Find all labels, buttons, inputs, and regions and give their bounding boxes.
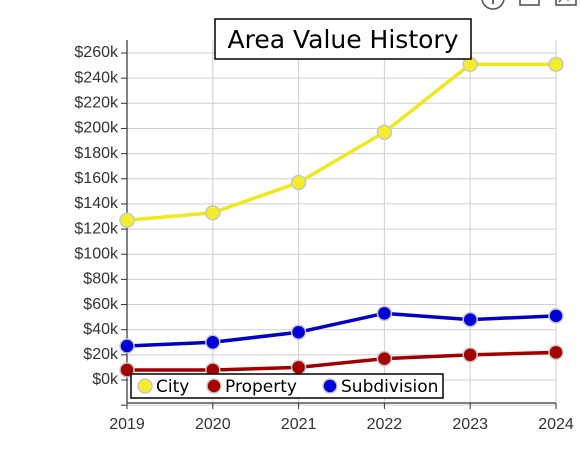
point-subdivision[interactable] bbox=[376, 305, 393, 322]
series-property bbox=[119, 344, 564, 378]
info-icon[interactable] bbox=[481, 0, 505, 10]
window-icon[interactable] bbox=[519, 0, 540, 6]
line-subdivision bbox=[126, 311, 557, 348]
legend-item-property[interactable]: Property bbox=[206, 377, 297, 397]
y-tick-label: $240k bbox=[74, 69, 119, 86]
y-tick-label: $180k bbox=[74, 145, 119, 162]
point-city[interactable] bbox=[119, 212, 135, 229]
series-city bbox=[119, 56, 564, 229]
point-subdivision[interactable] bbox=[462, 311, 478, 328]
y-tick-label: $200k bbox=[74, 120, 119, 137]
y-tick-label: $220k bbox=[74, 95, 119, 112]
point-property[interactable] bbox=[290, 359, 307, 376]
x-tick-label: 2020 bbox=[195, 416, 231, 433]
point-subdivision[interactable] bbox=[119, 338, 135, 354]
series-subdivision bbox=[119, 305, 564, 354]
legend-label-city: City bbox=[156, 377, 189, 397]
point-property[interactable] bbox=[548, 344, 564, 361]
x-tick-label: 2024 bbox=[538, 416, 574, 433]
chart-title-text: Area Value History bbox=[227, 25, 458, 54]
series-lines bbox=[119, 56, 564, 378]
line-city bbox=[126, 62, 556, 223]
x-tick-label: 2023 bbox=[452, 416, 488, 433]
y-tick-label: $0k bbox=[92, 371, 119, 388]
point-property[interactable] bbox=[376, 350, 393, 367]
legend-marker-subdivision bbox=[322, 378, 338, 394]
y-tick-label: $40k bbox=[83, 321, 119, 338]
x-tick-label: 2019 bbox=[109, 416, 145, 433]
legend-label-subdivision: Subdivision bbox=[341, 377, 438, 397]
y-tick-label: $80k bbox=[83, 271, 119, 288]
point-city[interactable] bbox=[290, 174, 307, 191]
y-tick-label: $140k bbox=[74, 195, 119, 212]
line-property bbox=[127, 350, 557, 372]
point-city[interactable] bbox=[548, 56, 564, 73]
y-tick-label: $20k bbox=[83, 346, 119, 363]
point-property[interactable] bbox=[462, 347, 478, 363]
legend-item-city[interactable]: City bbox=[137, 377, 189, 397]
chart-icon[interactable] bbox=[555, 0, 577, 6]
y-tick-label: $260k bbox=[74, 44, 119, 61]
legend: City Property Subdivision bbox=[130, 373, 444, 399]
toolbar bbox=[481, 0, 577, 10]
point-city[interactable] bbox=[376, 124, 393, 140]
y-tick-label: $120k bbox=[74, 220, 119, 237]
chart-title: Area Value History bbox=[214, 18, 472, 60]
legend-marker-property bbox=[206, 378, 222, 394]
y-tick-label: $160k bbox=[74, 170, 119, 187]
legend-marker-city bbox=[137, 378, 153, 394]
legend-label-property: Property bbox=[225, 377, 297, 397]
y-tick-label: $100k bbox=[74, 245, 119, 262]
legend-item-subdivision[interactable]: Subdivision bbox=[322, 377, 438, 397]
point-city[interactable] bbox=[205, 204, 221, 221]
x-tick-label: 2021 bbox=[281, 416, 317, 433]
point-subdivision[interactable] bbox=[548, 308, 564, 324]
point-subdivision[interactable] bbox=[290, 324, 307, 340]
x-tick-label: 2022 bbox=[367, 416, 403, 433]
y-tick-label: $60k bbox=[83, 296, 119, 313]
grid bbox=[126, 40, 557, 406]
point-subdivision[interactable] bbox=[205, 334, 221, 351]
